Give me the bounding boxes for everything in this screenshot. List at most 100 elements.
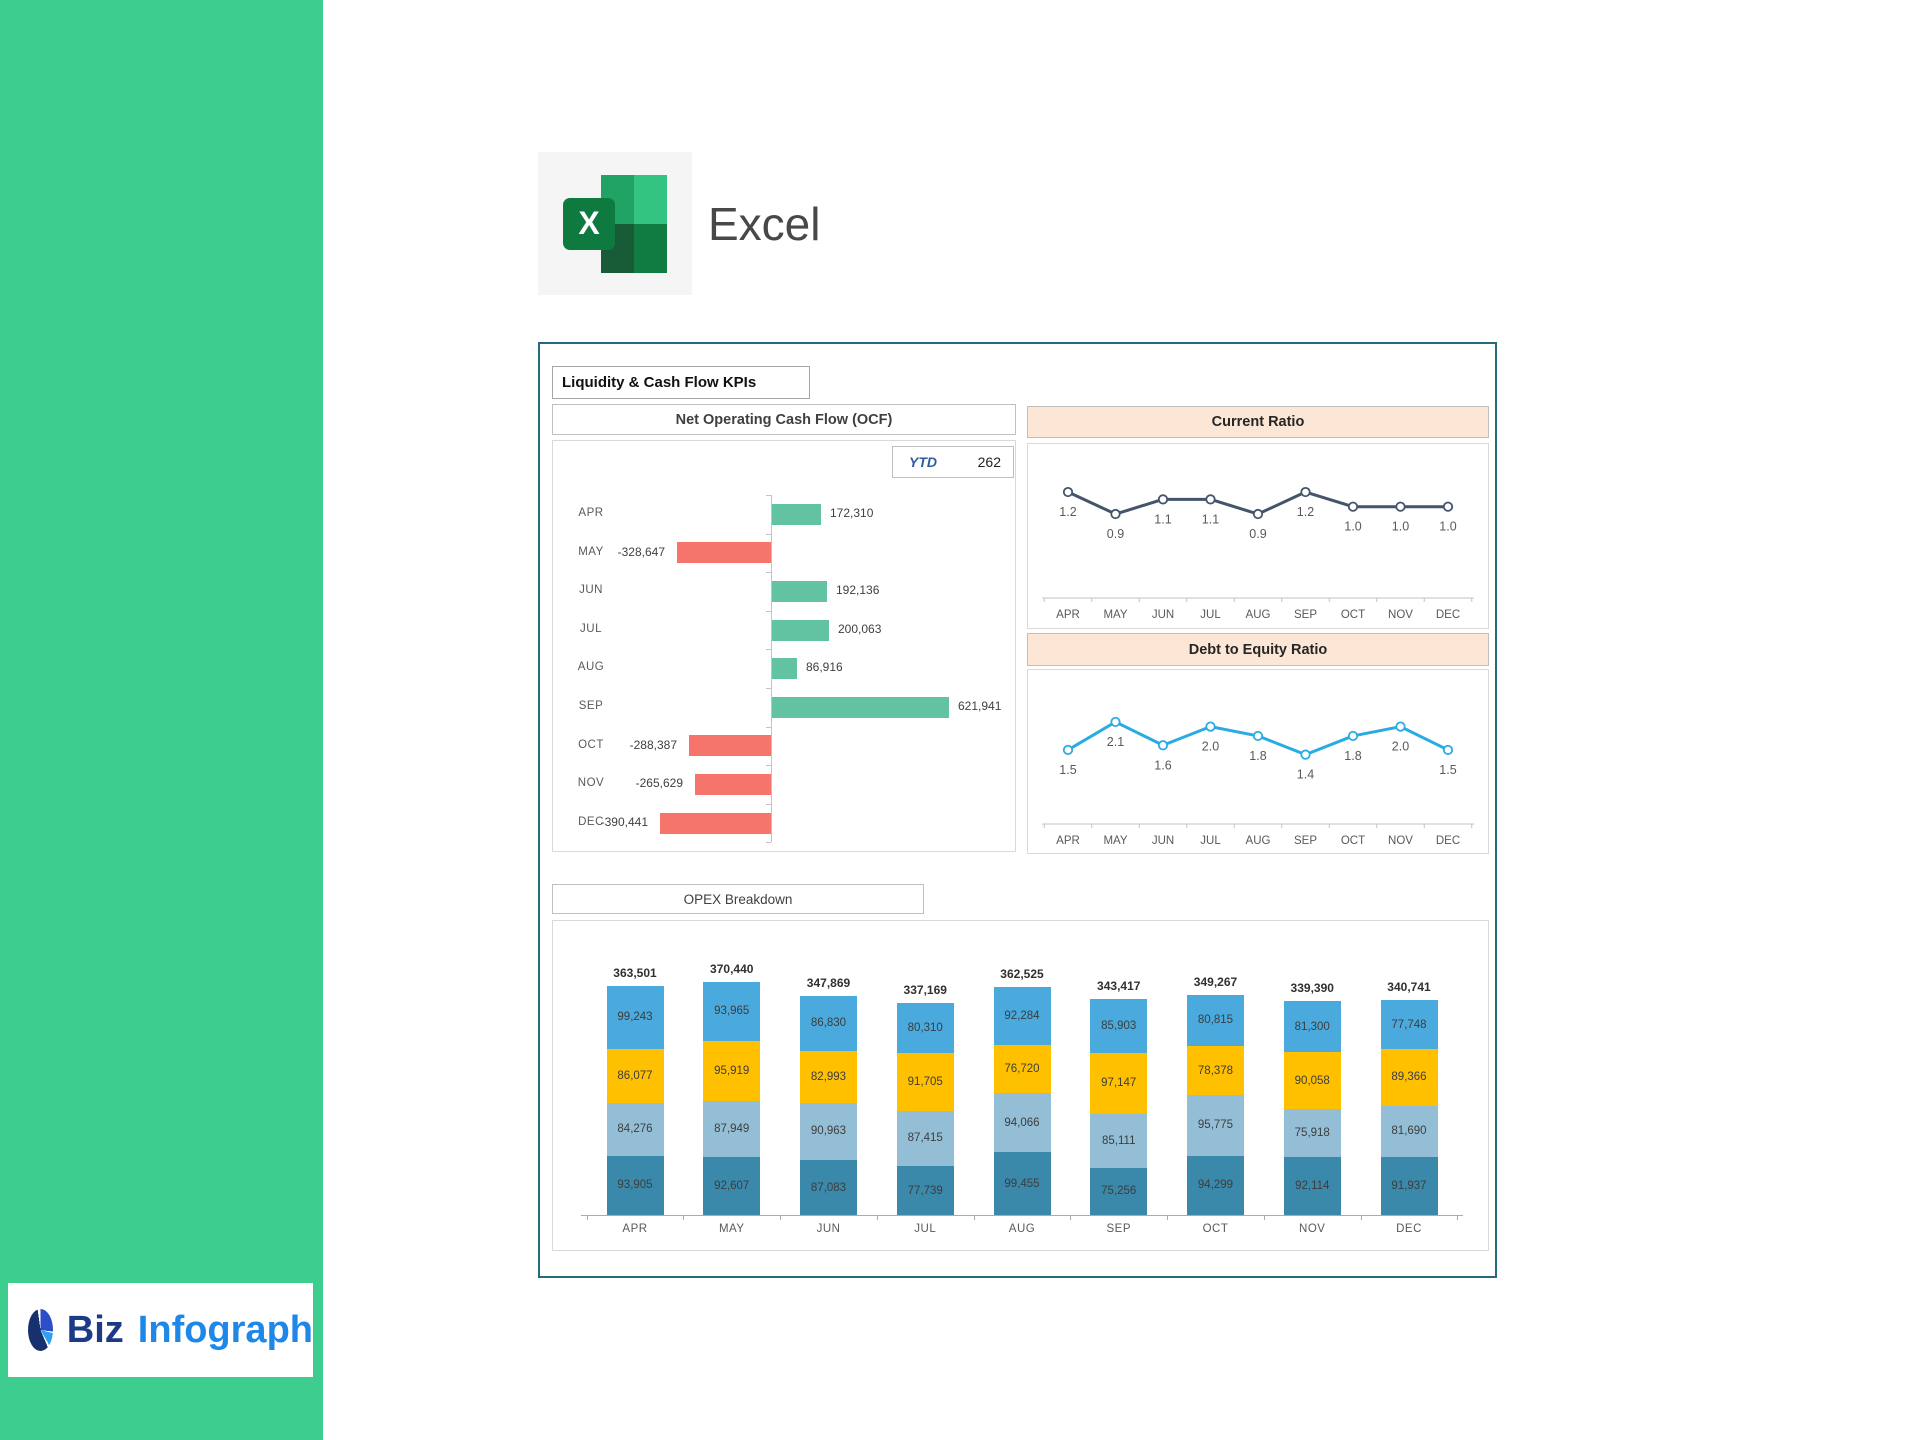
- ocf-axis: [771, 495, 772, 843]
- ocf-axis-tick: [766, 765, 771, 767]
- opex-segment: 92,607: [703, 1156, 761, 1215]
- debt-equity-point: [1442, 744, 1454, 756]
- opex-segment: 86,830: [800, 995, 857, 1051]
- pie-chart-icon: [28, 1309, 53, 1351]
- opex-segment: 99,455: [993, 1152, 1051, 1215]
- current-ratio-point: [1157, 494, 1169, 505]
- ocf-value-label: -328,647: [617, 544, 665, 559]
- opex-total-label: 362,525: [1000, 966, 1044, 981]
- ocf-bar: [772, 503, 821, 525]
- ocf-chart: APR 172,310 MAY -328,647 JUN 192,136 JUL 200,06…: [553, 481, 1015, 851]
- current-ratio-point: [1252, 508, 1264, 520]
- ocf-month-label: APR: [578, 507, 604, 519]
- debt-equity-value-label: 1.8: [1344, 749, 1361, 763]
- opex-total-label: 347,869: [806, 975, 851, 990]
- debt-equity-value-label: 2.0: [1392, 740, 1409, 754]
- ocf-month-label: AUG: [577, 661, 605, 674]
- opex-segment: 92,284: [993, 986, 1051, 1045]
- opex-month-label: JUL: [914, 1223, 937, 1235]
- ocf-bar: [689, 735, 771, 757]
- dashboard-title: Liquidity & Cash Flow KPIs: [552, 366, 810, 399]
- ocf-bar: [772, 581, 827, 602]
- ocf-bar: [677, 542, 771, 564]
- current-ratio-month-label: OCT: [1341, 609, 1365, 621]
- debt-equity-value-label: 1.8: [1249, 749, 1266, 763]
- ocf-value-label: 200,063: [838, 621, 882, 636]
- ocf-value-label: -390,441: [600, 814, 648, 829]
- debt-equity-month-label: AUG: [1246, 835, 1271, 847]
- current-ratio-value-label: 1.1: [1202, 512, 1219, 526]
- debt-equity-month-label: SEP: [1294, 835, 1317, 847]
- current-ratio-point: [1442, 501, 1454, 512]
- debt-equity-month-label: JUL: [1200, 835, 1221, 847]
- debt-equity-chart: 1.5 APR 2.1 MAY 1.6 JUN 2.0 JUL 1.8 AUG 1.4 SEP 1.8 O…: [1027, 669, 1489, 854]
- opex-segment: 80,310: [896, 1002, 954, 1054]
- ocf-axis-tick: [766, 533, 771, 535]
- opex-segment: 77,748: [1380, 1000, 1438, 1050]
- debt-equity-point: [1347, 730, 1359, 742]
- ocf-bar: [772, 658, 797, 680]
- opex-segment: 93,905: [606, 1155, 664, 1215]
- dashboard: Liquidity & Cash Flow KPIs Net Operating…: [538, 342, 1497, 1278]
- opex-total-label: 343,417: [1097, 978, 1141, 993]
- ocf-month-label: DEC: [578, 815, 604, 828]
- ocf-bar: [660, 812, 771, 834]
- opex-segment: 81,300: [1283, 1001, 1341, 1053]
- opex-segment: 94,299: [1187, 1155, 1244, 1215]
- opex-segment: 75,918: [1283, 1109, 1341, 1157]
- ocf-month-label: MAY: [578, 545, 604, 558]
- current-ratio-month-label: JUN: [1152, 609, 1174, 621]
- debt-equity-value-label: 1.6: [1154, 758, 1171, 772]
- debt-equity-svg: 1.5 APR 2.1 MAY 1.6 JUN 2.0 JUL 1.8 AUG 1.4 SEP 1.8 O…: [1042, 716, 1474, 847]
- logo-text-infograph: Infograph: [137, 1308, 313, 1351]
- opex-segment: 91,937: [1380, 1157, 1438, 1215]
- ocf-chart-box: YTD 262 APR 172,310 MAY -328,647 JUN 192,136 J…: [552, 440, 1016, 852]
- opex-segment: 87,415: [896, 1110, 954, 1166]
- current-ratio-point: [1395, 501, 1406, 512]
- opex-month-label: APR: [622, 1223, 648, 1235]
- opex-total-label: 370,440: [710, 961, 754, 976]
- excel-icon-x-tile: X: [563, 197, 615, 250]
- opex-segment: 78,378: [1187, 1045, 1244, 1096]
- opex-month-label: MAY: [718, 1223, 745, 1235]
- debt-equity-point: [1395, 721, 1406, 732]
- ytd-box: YTD 262: [892, 446, 1014, 478]
- opex-total-label: 337,169: [903, 982, 947, 997]
- ocf-bar: [695, 774, 771, 795]
- ocf-value-label: 172,310: [830, 506, 874, 520]
- current-ratio-month-label: JUL: [1200, 609, 1221, 621]
- ocf-axis-tick: [766, 726, 771, 728]
- ocf-month-label: JUL: [580, 622, 602, 635]
- opex-axis-tick: [586, 1215, 588, 1220]
- current-ratio-point: [1347, 501, 1359, 512]
- opex-segment: 85,111: [1090, 1113, 1148, 1168]
- opex-segment: 91,705: [896, 1053, 954, 1111]
- current-ratio-month-label: NOV: [1388, 609, 1413, 621]
- debt-equity-value-label: 2.1: [1107, 735, 1124, 749]
- ocf-axis-tick: [766, 495, 771, 496]
- excel-header: X Excel: [538, 152, 820, 295]
- bizinfograph-logo[interactable]: Biz Infograph: [8, 1283, 313, 1377]
- debt-equity-point: [1157, 740, 1169, 751]
- opex-segment: 95,775: [1187, 1095, 1244, 1156]
- opex-segment: 84,276: [606, 1102, 664, 1156]
- opex-month-label: AUG: [1008, 1223, 1036, 1235]
- opex-chart: 93,905 84,276 86,077 99,243 363,501 APR 92,607…: [552, 920, 1489, 1251]
- opex-axis-tick: [683, 1215, 685, 1220]
- opex-axis-tick: [876, 1215, 878, 1220]
- opex-axis-tick: [1457, 1215, 1459, 1220]
- excel-icon-pane: [634, 174, 667, 224]
- ocf-bar: [772, 619, 829, 641]
- opex-segment: 81,690: [1380, 1105, 1438, 1158]
- ocf-value-label: -265,629: [635, 776, 683, 791]
- current-ratio-value-label: 1.0: [1439, 520, 1456, 534]
- opex-total-label: 349,267: [1193, 974, 1238, 989]
- opex-segment: 92,114: [1283, 1156, 1341, 1215]
- current-ratio-month-label: SEP: [1294, 609, 1317, 621]
- opex-segment: 80,815: [1187, 994, 1244, 1046]
- ocf-value-label: 621,941: [958, 699, 1002, 713]
- opex-segment: 90,963: [800, 1102, 857, 1161]
- app-name: Excel: [708, 197, 821, 250]
- debt-equity-value-label: 1.4: [1297, 768, 1314, 782]
- opex-total-label: 363,501: [613, 965, 657, 980]
